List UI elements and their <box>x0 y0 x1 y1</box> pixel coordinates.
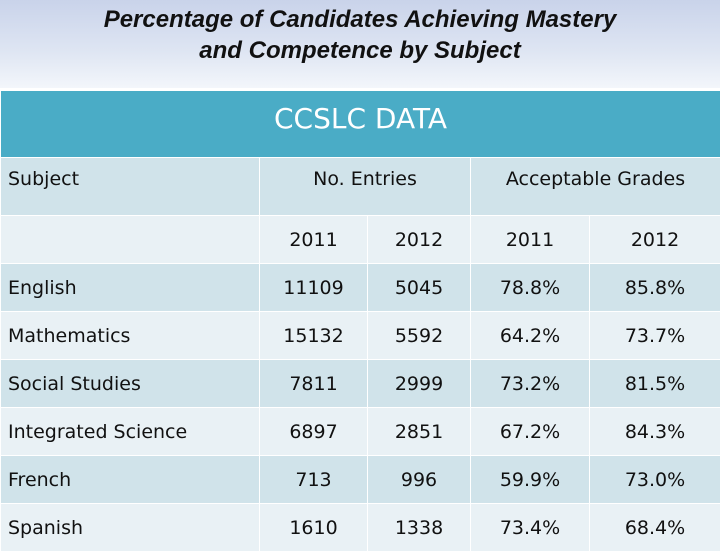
grades-2012-cell: 73.0% <box>590 456 720 504</box>
table-row: Social Studies 7811 2999 73.2% 81.5% <box>1 360 720 408</box>
entries-2011-cell: 15132 <box>260 312 368 360</box>
grades-2012-cell: 84.3% <box>590 408 720 456</box>
grades-2011-cell: 59.9% <box>471 456 590 504</box>
year-header-grades-2012: 2012 <box>590 216 720 264</box>
slide-title-line-1: Percentage of Candidates Achieving Maste… <box>104 6 617 33</box>
year-header-grades-2011: 2011 <box>471 216 590 264</box>
table-banner-text: CCSLC DATA <box>274 102 447 135</box>
subject-cell: Social Studies <box>1 360 260 408</box>
subject-column-header: Subject <box>1 158 260 216</box>
entries-2012-cell: 2999 <box>368 360 471 408</box>
subject-cell: French <box>1 456 260 504</box>
table-row: Integrated Science 6897 2851 67.2% 84.3% <box>1 408 720 456</box>
table-row: French 713 996 59.9% 73.0% <box>1 456 720 504</box>
subject-cell: Spanish <box>1 504 260 552</box>
year-header-entries-2012: 2012 <box>368 216 471 264</box>
subject-cell: English <box>1 264 260 312</box>
entries-2012-cell: 5592 <box>368 312 471 360</box>
grades-2011-cell: 73.2% <box>471 360 590 408</box>
table-row: Mathematics 15132 5592 64.2% 73.7% <box>1 312 720 360</box>
subject-cell: Mathematics <box>1 312 260 360</box>
table-row: Spanish 1610 1338 73.4% 68.4% <box>1 504 720 552</box>
grades-2012-cell: 81.5% <box>590 360 720 408</box>
grades-2011-cell: 78.8% <box>471 264 590 312</box>
entries-2012-cell: 996 <box>368 456 471 504</box>
table-row: English 11109 5045 78.8% 85.8% <box>1 264 720 312</box>
slide-title: Percentage of Candidates Achieving Maste… <box>0 4 720 66</box>
grades-2011-cell: 67.2% <box>471 408 590 456</box>
entries-2011-cell: 713 <box>260 456 368 504</box>
table-banner: CCSLC DATA <box>1 91 720 158</box>
grades-column-header: Acceptable Grades <box>471 158 720 216</box>
grades-2012-cell: 73.7% <box>590 312 720 360</box>
entries-2012-cell: 1338 <box>368 504 471 552</box>
entries-2012-cell: 2851 <box>368 408 471 456</box>
grades-2011-cell: 73.4% <box>471 504 590 552</box>
grades-2012-cell: 68.4% <box>590 504 720 552</box>
entries-column-header: No. Entries <box>260 158 471 216</box>
grades-2012-cell: 85.8% <box>590 264 720 312</box>
entries-2012-cell: 5045 <box>368 264 471 312</box>
entries-2011-cell: 6897 <box>260 408 368 456</box>
year-header-entries-2011: 2011 <box>260 216 368 264</box>
entries-2011-cell: 7811 <box>260 360 368 408</box>
grades-2011-cell: 64.2% <box>471 312 590 360</box>
ccslc-data-table: CCSLC DATA Subject No. Entries Acceptabl… <box>0 90 720 552</box>
entries-2011-cell: 1610 <box>260 504 368 552</box>
subject-cell: Integrated Science <box>1 408 260 456</box>
year-row-blank-cell <box>1 216 260 264</box>
slide-header: Percentage of Candidates Achieving Maste… <box>0 0 720 88</box>
slide-title-line-2: and Competence by Subject <box>199 37 520 64</box>
entries-2011-cell: 11109 <box>260 264 368 312</box>
